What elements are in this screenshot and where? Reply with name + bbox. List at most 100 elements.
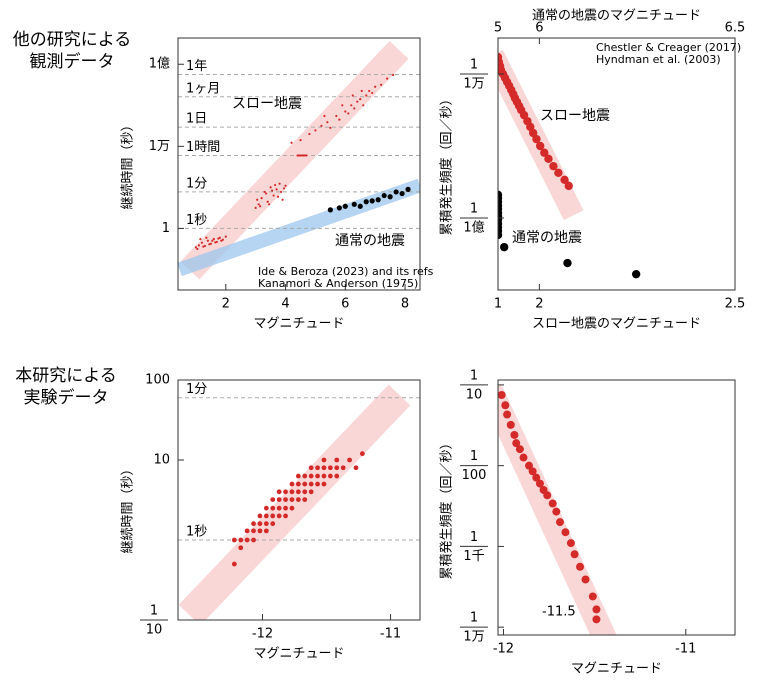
data-point	[251, 521, 256, 527]
y-axis-title: 継続時間（秒）	[121, 118, 136, 209]
data-point	[276, 497, 282, 502]
annotation: スロー地震	[232, 96, 302, 112]
x-tick-label: 6	[341, 297, 349, 312]
data-point	[308, 481, 314, 487]
data-point	[327, 465, 333, 471]
reference-label: 1分	[186, 176, 207, 191]
data-point	[356, 100, 359, 103]
data-point	[244, 537, 250, 543]
data-point	[263, 190, 266, 194]
data-point	[347, 112, 350, 115]
data-point	[532, 473, 541, 482]
data-point	[503, 410, 512, 419]
data-point	[369, 198, 375, 204]
side-label: 実験データ	[24, 387, 109, 408]
data-point	[283, 513, 288, 519]
data-point	[282, 187, 286, 190]
x-axis-title: スロー地震のマグニチュード	[532, 317, 701, 332]
data-point	[334, 465, 340, 471]
data-point	[381, 192, 387, 199]
x-axis-title: マグニチュード	[253, 647, 344, 662]
plot-area	[178, 40, 420, 280]
y-tick-numerator: 1	[470, 611, 478, 626]
x-end-label: 2.5	[725, 297, 746, 312]
data-point	[315, 481, 320, 487]
data-point	[552, 507, 561, 516]
data-point	[263, 505, 269, 511]
data-point	[362, 104, 365, 107]
data-point	[281, 198, 284, 201]
data-point	[283, 489, 288, 495]
data-point	[308, 489, 314, 495]
data-point	[540, 148, 549, 157]
reference-label: 1ヶ月	[186, 81, 220, 96]
x-tick-label: -12	[252, 627, 273, 642]
annotation: -11.5	[542, 605, 576, 620]
x-tick-label: 1	[494, 297, 502, 312]
data-point	[327, 207, 333, 213]
data-point	[535, 479, 544, 488]
data-point	[279, 190, 283, 194]
y-tick-numerator: 1	[470, 368, 478, 383]
data-point	[340, 465, 346, 471]
data-point	[515, 445, 524, 454]
x-tick-label: 8	[401, 297, 409, 312]
data-point	[380, 83, 383, 86]
data-point	[532, 134, 541, 144]
data-point	[295, 481, 301, 487]
data-point	[360, 89, 363, 93]
data-point	[368, 89, 371, 93]
data-point	[561, 528, 570, 537]
data-point	[283, 505, 288, 511]
y-tick-denominator: 100	[462, 468, 487, 483]
data-point	[220, 239, 223, 242]
data-point	[290, 141, 293, 144]
data-point	[270, 505, 276, 511]
reference-label: 1時間	[186, 140, 220, 155]
data-point	[305, 154, 308, 157]
data-point	[238, 545, 244, 551]
data-point	[351, 94, 354, 97]
data-point	[308, 473, 314, 479]
data-point	[342, 203, 348, 209]
x-tick-label: 2	[535, 297, 543, 312]
x-tick-label: -11	[380, 627, 401, 642]
band	[180, 40, 409, 280]
data-point	[289, 505, 295, 511]
data-point	[289, 497, 295, 502]
y-tick-label: 1万	[149, 139, 170, 154]
x2-tick-label: 5	[494, 21, 502, 36]
data-point	[329, 126, 332, 129]
band	[178, 384, 411, 620]
data-point	[323, 114, 326, 118]
x2-axis-title: 通常の地震のマグニチュード	[532, 9, 701, 24]
data-point	[357, 203, 363, 209]
x-tick-label: 4	[281, 297, 289, 312]
reference-label: 1年	[186, 59, 207, 74]
data-point	[278, 182, 281, 185]
data-point	[524, 461, 533, 470]
data-point	[399, 190, 405, 197]
plot-frame	[177, 37, 421, 291]
data-point	[353, 465, 359, 471]
data-point	[257, 513, 263, 519]
x-axis-title: マグニチュード	[253, 317, 344, 332]
data-point	[327, 473, 333, 479]
annotation: Kanamori & Anderson (1975)	[258, 277, 418, 290]
side-label: 本研究による	[15, 366, 117, 386]
data-point	[308, 465, 314, 471]
y-tick-denominator: 1万	[463, 630, 484, 645]
data-point	[196, 247, 199, 251]
data-point	[592, 615, 601, 624]
data-point	[570, 550, 579, 559]
y-axis-title: 累積発生頻度（回／秒）	[439, 92, 455, 235]
data-point	[284, 184, 287, 187]
data-point	[206, 239, 209, 242]
data-point	[272, 194, 275, 197]
y-tick-numerator: 1	[150, 604, 158, 619]
data-point	[273, 183, 277, 187]
data-point	[212, 238, 215, 241]
data-point	[275, 188, 278, 191]
data-point	[276, 505, 282, 511]
y-tick-denominator: 1万	[463, 77, 484, 92]
